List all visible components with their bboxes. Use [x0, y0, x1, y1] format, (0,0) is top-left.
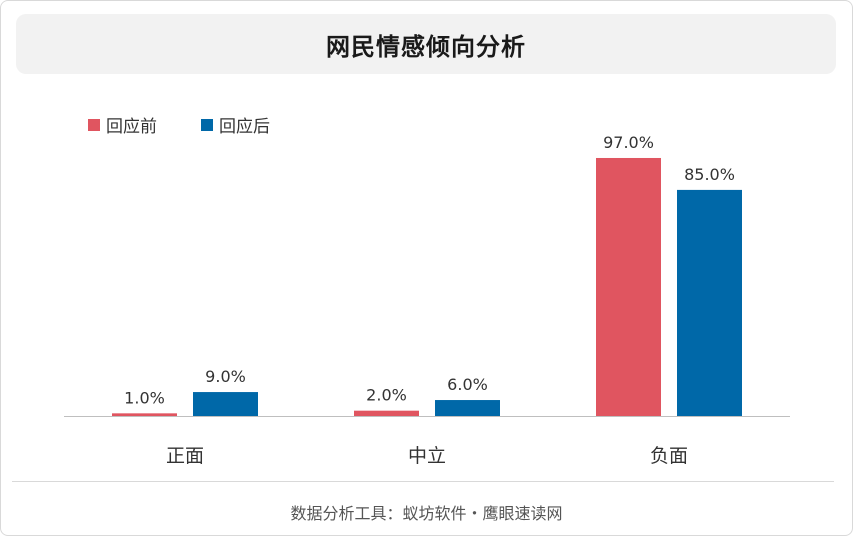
data-label-before-0: 1.0% [124, 388, 165, 407]
footer-divider [12, 481, 834, 482]
chart-title: 网民情感倾向分析 [326, 32, 526, 61]
x-tick-label-0: 正面 [166, 445, 204, 467]
title-bar: 网民情感倾向分析 [16, 14, 836, 74]
data-label-after-1: 6.0% [447, 375, 488, 394]
x-tick-label-1: 中立 [408, 445, 446, 467]
bar-before-0 [112, 413, 177, 416]
data-label-before-1: 2.0% [366, 386, 407, 405]
bar-after-0 [193, 392, 258, 416]
bar-chart: 1.0% 9.0% 正面 2.0% 6.0% 中立 97.0% 85.0% 负面 [64, 133, 790, 467]
legend-label-after: 回应后 [219, 117, 270, 137]
data-label-before-2: 97.0% [603, 133, 654, 152]
bar-before-1 [354, 410, 419, 416]
legend-swatch-after [201, 118, 213, 131]
legend-label-before: 回应前 [106, 117, 157, 137]
legend: 回应前 回应后 [88, 112, 314, 137]
legend-item-after: 回应后 [201, 112, 270, 137]
footer-source: 数据分析工具：蚁坊软件・鹰眼速读网 [290, 504, 563, 523]
bar-before-2 [596, 157, 661, 417]
data-label-after-0: 9.0% [205, 367, 246, 386]
bar-after-1 [435, 400, 500, 416]
bar-after-2 [677, 189, 742, 416]
x-tick-label-2: 负面 [650, 445, 688, 467]
data-label-after-2: 85.0% [684, 165, 735, 184]
legend-swatch-before [88, 118, 100, 131]
legend-item-before: 回应前 [88, 112, 157, 137]
